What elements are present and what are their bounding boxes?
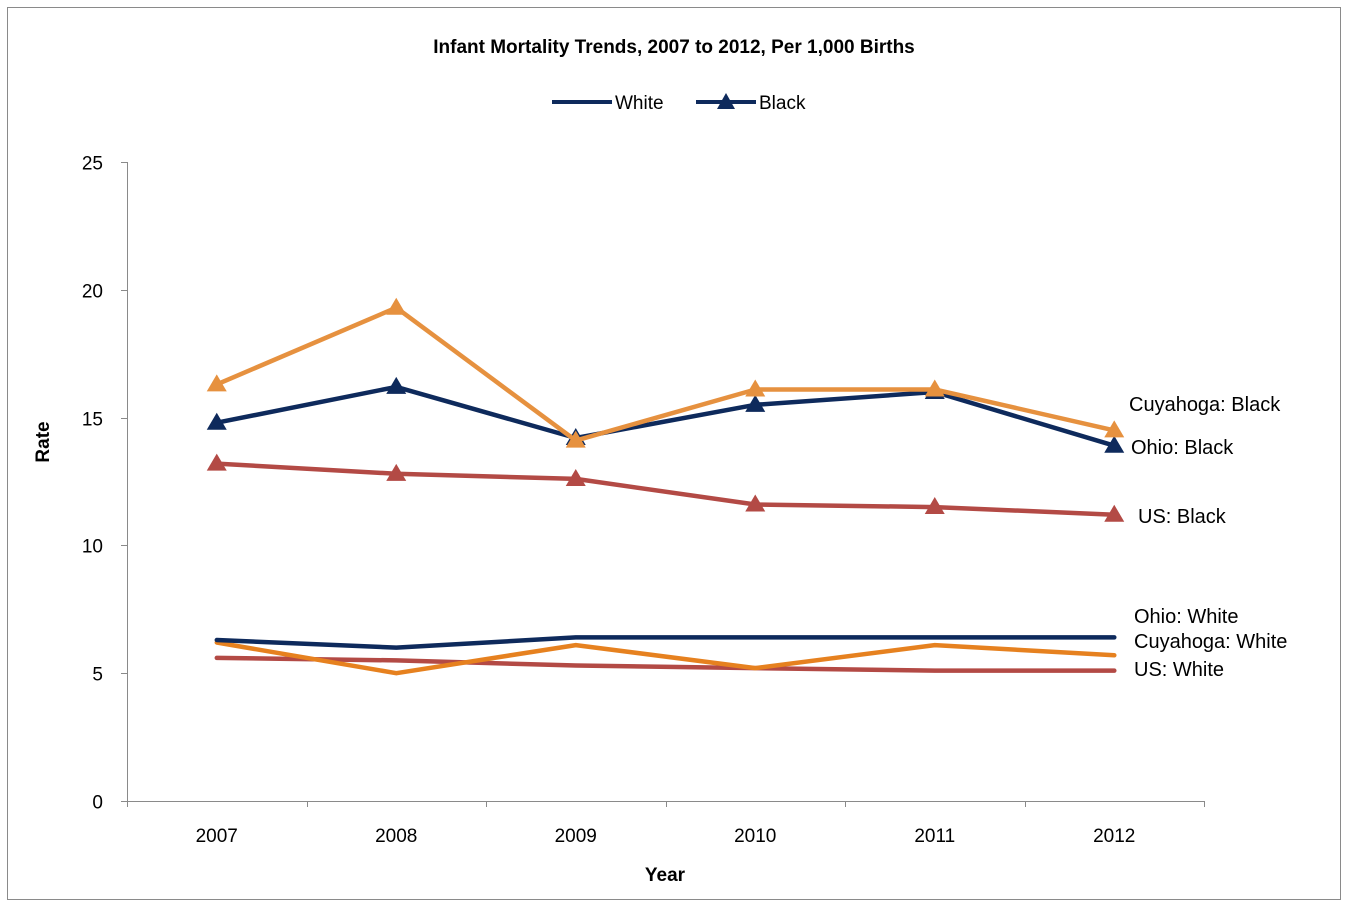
y-tick-label: 10 (82, 537, 103, 558)
y-tick-label: 20 (82, 282, 103, 303)
data-point-marker (1104, 420, 1125, 438)
data-point-marker (206, 453, 227, 471)
data-point-marker (206, 412, 227, 430)
series-label-cuyahoga-black: Cuyahoga: Black (1129, 394, 1281, 416)
series-line (214, 655, 1117, 673)
series-ohio-white (214, 635, 1117, 650)
series-label-ohio-black: Ohio: Black (1131, 437, 1234, 459)
series-line (214, 640, 1117, 676)
data-point-marker (1104, 504, 1125, 522)
data-point-marker (745, 379, 766, 397)
y-axis-label: Rate (33, 421, 54, 462)
series-line (214, 635, 1117, 650)
legend-label-white: White (615, 93, 664, 114)
series-line (214, 384, 1117, 448)
series-label-cuyahoga-white: Cuyahoga: White (1134, 631, 1287, 653)
y-tick-label: 25 (82, 154, 103, 175)
data-point-marker (386, 376, 407, 394)
legend: White Black (552, 93, 806, 114)
series-label-ohio-white: Ohio: White (1134, 606, 1238, 628)
x-tick-label: 2012 (1093, 826, 1135, 847)
series-label-us-black: US: Black (1138, 506, 1227, 528)
series-line (214, 461, 1117, 517)
x-tick-label: 2011 (914, 826, 955, 847)
x-ticks: 2007 2008 2009 2010 2011 2012 (127, 801, 1205, 847)
data-point-marker (924, 379, 945, 397)
data-point-marker (386, 463, 407, 481)
x-tick-label: 2008 (375, 826, 417, 847)
series-labels: Cuyahoga: Black Ohio: Black US: Black Oh… (1129, 394, 1287, 681)
x-tick-label: 2007 (196, 826, 238, 847)
legend-label-black: Black (759, 93, 806, 114)
x-tick-label: 2010 (734, 826, 776, 847)
legend-marker-black (717, 93, 735, 109)
axes (127, 162, 1204, 802)
data-point-marker (206, 374, 227, 392)
series-label-us-white: US: White (1134, 659, 1224, 681)
y-tick-label: 15 (82, 410, 103, 431)
chart-title: Infant Mortality Trends, 2007 to 2012, P… (433, 37, 915, 58)
series-cuyahoga-black (206, 297, 1125, 448)
data-point-marker (745, 494, 766, 512)
chart-frame (7, 7, 1341, 900)
series-layer (206, 297, 1125, 676)
data-point-marker (565, 468, 586, 486)
data-point-marker (924, 497, 945, 515)
data-point-marker (386, 297, 407, 315)
data-point-marker (745, 394, 766, 412)
x-tick-label: 2009 (555, 826, 597, 847)
data-point-marker (1104, 435, 1125, 453)
y-ticks: 0 5 10 15 20 25 (82, 154, 127, 814)
y-tick-label: 0 (92, 793, 103, 814)
series-us-black (206, 453, 1125, 522)
y-tick-label: 5 (92, 665, 103, 686)
data-point-marker (565, 430, 586, 448)
series-cuyahoga-white (214, 640, 1117, 676)
x-axis-label: Year (645, 865, 686, 886)
series-line (214, 305, 1117, 443)
